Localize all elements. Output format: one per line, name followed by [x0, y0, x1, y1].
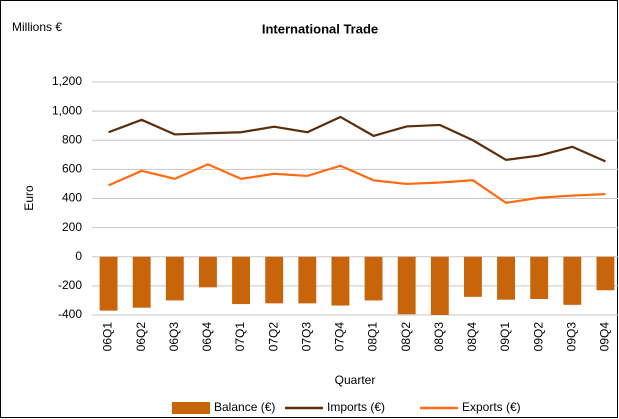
bar: [298, 256, 317, 304]
x-tick-label: 06Q3: [167, 322, 181, 352]
bar: [265, 256, 284, 304]
y-tick-label: 200: [62, 220, 82, 234]
x-tick-label: 08Q3: [432, 322, 446, 352]
bar: [596, 256, 615, 291]
x-axis-label: Quarter: [335, 373, 376, 387]
x-tick-label: 09Q3: [564, 322, 578, 352]
y-tick-label: 600: [62, 162, 82, 176]
bar: [563, 256, 582, 305]
legend-label: Exports (€): [462, 400, 521, 414]
y-tick-label: 800: [62, 132, 82, 146]
x-tick-label: 07Q4: [333, 322, 347, 352]
bar: [232, 256, 251, 305]
y-tick-label: -400: [58, 307, 82, 321]
bar: [165, 256, 184, 301]
bar: [530, 256, 549, 299]
bar: [497, 256, 516, 300]
x-tick-label: 08Q4: [465, 322, 479, 352]
x-tick-label: 07Q1: [233, 322, 247, 352]
unit-label: Millions €: [12, 20, 62, 34]
x-tick-label: 06Q2: [134, 322, 148, 352]
x-tick-label: 06Q4: [200, 322, 214, 352]
bar: [430, 256, 449, 315]
x-tick-label: 09Q1: [498, 322, 512, 352]
bar: [397, 256, 416, 315]
bar: [198, 256, 217, 288]
bar: [132, 256, 151, 308]
bar: [463, 256, 482, 297]
y-tick-label: 1,000: [52, 103, 82, 117]
bar: [99, 256, 118, 311]
bar: [331, 256, 350, 306]
legend-swatch: [172, 402, 210, 414]
y-tick-label: 0: [75, 249, 82, 263]
x-tick-label: 06Q1: [101, 322, 115, 352]
legend-label: Imports (€): [327, 400, 385, 414]
y-axis-label: Euro: [22, 185, 36, 211]
x-tick-label: 07Q2: [266, 322, 280, 352]
legend-label: Balance (€): [214, 400, 275, 414]
x-tick-label: 08Q1: [366, 322, 380, 352]
y-tick-label: 1,200: [52, 74, 82, 88]
y-tick-label: -200: [58, 278, 82, 292]
x-tick-label: 08Q2: [399, 322, 413, 352]
y-tick-label: 400: [62, 191, 82, 205]
bar: [364, 256, 383, 301]
x-tick-label: 09Q4: [598, 322, 612, 352]
line: [108, 163, 606, 205]
x-tick-label: 07Q3: [299, 322, 313, 352]
line: [108, 115, 606, 163]
chart-title: International Trade: [262, 21, 378, 36]
x-tick-label: 09Q2: [531, 322, 545, 352]
